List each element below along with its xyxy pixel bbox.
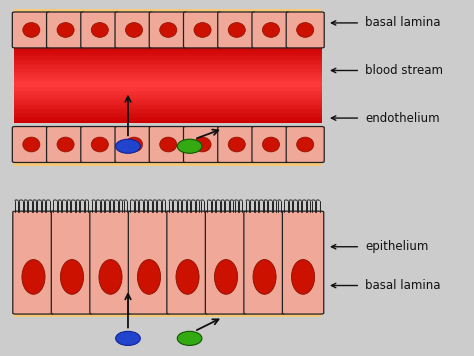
Bar — [14, 77, 322, 79]
Bar — [14, 74, 322, 77]
Ellipse shape — [214, 260, 237, 294]
FancyBboxPatch shape — [128, 211, 170, 314]
Ellipse shape — [23, 22, 40, 37]
FancyBboxPatch shape — [283, 211, 324, 314]
FancyBboxPatch shape — [90, 211, 131, 314]
Bar — [14, 53, 322, 56]
FancyBboxPatch shape — [286, 12, 324, 48]
FancyBboxPatch shape — [115, 12, 153, 48]
FancyBboxPatch shape — [183, 12, 221, 48]
FancyBboxPatch shape — [218, 126, 256, 162]
Ellipse shape — [160, 22, 177, 37]
FancyBboxPatch shape — [12, 126, 50, 162]
Ellipse shape — [177, 139, 202, 153]
Ellipse shape — [263, 22, 280, 37]
Ellipse shape — [137, 260, 161, 294]
Bar — [14, 59, 322, 61]
Bar — [14, 103, 322, 105]
Ellipse shape — [91, 22, 109, 37]
Bar — [14, 92, 322, 95]
Ellipse shape — [297, 22, 314, 37]
Ellipse shape — [253, 260, 276, 294]
Ellipse shape — [176, 260, 199, 294]
Bar — [14, 108, 322, 110]
Bar — [14, 61, 322, 64]
Bar — [14, 66, 322, 69]
Bar — [14, 95, 322, 98]
Bar — [14, 115, 322, 118]
Bar — [14, 97, 322, 100]
Ellipse shape — [22, 260, 45, 294]
Ellipse shape — [228, 137, 246, 152]
Bar — [14, 105, 322, 108]
FancyBboxPatch shape — [81, 126, 119, 162]
FancyBboxPatch shape — [13, 211, 54, 314]
FancyBboxPatch shape — [12, 12, 50, 48]
Text: blood stream: blood stream — [365, 64, 443, 77]
Ellipse shape — [23, 137, 40, 152]
Text: basal lamina: basal lamina — [365, 279, 440, 292]
FancyBboxPatch shape — [149, 12, 187, 48]
FancyBboxPatch shape — [167, 211, 208, 314]
Ellipse shape — [116, 139, 140, 153]
Text: epithelium: epithelium — [365, 240, 428, 253]
Bar — [14, 56, 322, 59]
Bar — [14, 9, 322, 48]
Bar — [14, 46, 322, 48]
Ellipse shape — [160, 137, 177, 152]
Ellipse shape — [194, 137, 211, 152]
Bar — [14, 51, 322, 53]
Ellipse shape — [91, 137, 109, 152]
Bar — [14, 84, 322, 87]
Bar — [14, 82, 322, 85]
Bar — [14, 110, 322, 113]
Ellipse shape — [57, 137, 74, 152]
Ellipse shape — [228, 22, 246, 37]
Bar — [14, 79, 322, 82]
Bar — [14, 48, 322, 51]
Ellipse shape — [126, 137, 143, 152]
Bar — [14, 69, 322, 72]
Ellipse shape — [126, 22, 143, 37]
Text: basal lamina: basal lamina — [365, 16, 440, 30]
FancyBboxPatch shape — [115, 126, 153, 162]
Bar — [14, 113, 322, 116]
Ellipse shape — [292, 260, 315, 294]
Bar — [14, 87, 322, 90]
Ellipse shape — [57, 22, 74, 37]
Ellipse shape — [116, 331, 140, 345]
FancyBboxPatch shape — [252, 126, 290, 162]
FancyBboxPatch shape — [51, 211, 92, 314]
FancyBboxPatch shape — [46, 126, 84, 162]
Bar — [14, 90, 322, 92]
Bar — [14, 293, 322, 317]
Bar — [14, 121, 322, 124]
FancyBboxPatch shape — [183, 126, 221, 162]
Ellipse shape — [263, 137, 280, 152]
FancyBboxPatch shape — [218, 12, 256, 48]
FancyBboxPatch shape — [149, 126, 187, 162]
Text: endothelium: endothelium — [365, 111, 439, 125]
FancyBboxPatch shape — [252, 12, 290, 48]
FancyBboxPatch shape — [244, 211, 285, 314]
Ellipse shape — [99, 260, 122, 294]
Bar — [14, 64, 322, 67]
FancyBboxPatch shape — [205, 211, 246, 314]
Bar — [14, 118, 322, 121]
Ellipse shape — [297, 137, 314, 152]
Ellipse shape — [194, 22, 211, 37]
Ellipse shape — [61, 260, 83, 294]
FancyBboxPatch shape — [286, 126, 324, 162]
Bar — [14, 100, 322, 103]
FancyBboxPatch shape — [81, 12, 119, 48]
Bar — [14, 72, 322, 74]
Ellipse shape — [177, 331, 202, 345]
FancyBboxPatch shape — [46, 12, 84, 48]
Bar — [14, 127, 322, 166]
